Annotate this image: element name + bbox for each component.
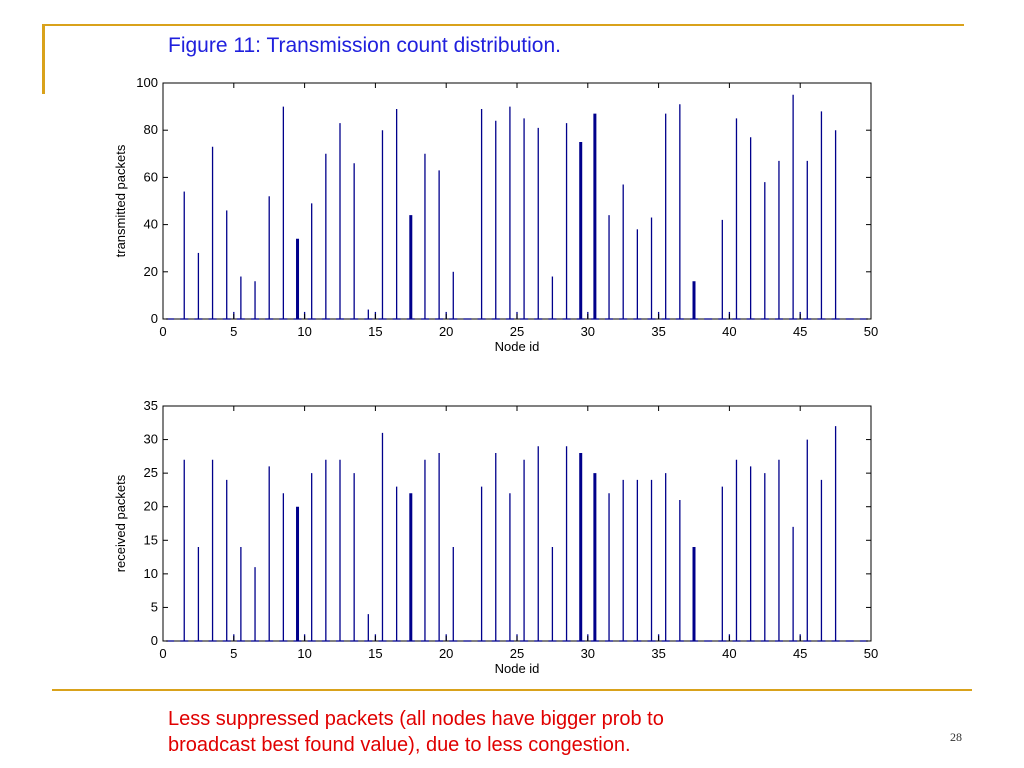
x-tick-label: 50: [864, 324, 878, 339]
x-tick-label: 15: [368, 646, 382, 661]
x-axis-label: Node id: [495, 661, 540, 676]
x-tick-label: 0: [159, 646, 166, 661]
y-tick-label: 0: [151, 633, 158, 648]
x-tick-label: 35: [651, 324, 665, 339]
x-tick-label: 5: [230, 646, 237, 661]
caption-line-2: broadcast best found value), due to less…: [168, 734, 631, 756]
y-tick-label: 25: [144, 465, 158, 480]
received-count-chart: 0 5 10 15 20 25 30 35 40 45 50 0 5 10 15 20 25 30 35 Node i…: [0, 394, 900, 694]
page-number: 28: [950, 730, 962, 744]
x-tick-label: 25: [510, 324, 524, 339]
y-tick-label: 5: [151, 599, 158, 614]
x-tick-label: 20: [439, 324, 453, 339]
x-tick-label: 50: [864, 646, 878, 661]
caption-line-1: Less suppressed packets (all nodes have …: [168, 708, 664, 730]
x-tick-label: 30: [581, 646, 595, 661]
top-accent-line: [42, 24, 964, 26]
bottom-accent-line: [52, 689, 972, 691]
left-accent-bar: [42, 24, 45, 94]
x-tick-label: 35: [651, 646, 665, 661]
x-tick-label: 30: [581, 324, 595, 339]
y-tick-label: 0: [151, 311, 158, 326]
x-axis-label: Node id: [495, 339, 540, 354]
y-tick-label: 10: [144, 566, 158, 581]
y-axis-label: transmitted packets: [113, 144, 128, 257]
x-tick-label: 45: [793, 324, 807, 339]
y-tick-label: 20: [144, 499, 158, 514]
y-tick-label: 20: [144, 264, 158, 279]
y-tick-label: 60: [144, 169, 158, 184]
transmission-count-svg: 0 5 10 15 20 25 30 35 40 45 50 0 20 40 60 80 100 Node id t…: [113, 75, 878, 354]
y-tick-label: 15: [144, 532, 158, 547]
y-tick-label: 35: [144, 398, 158, 413]
x-tick-label: 15: [368, 324, 382, 339]
transmission-count-chart: 0 5 10 15 20 25 30 35 40 45 50 0 20 40 60 80 100 Node id t…: [0, 70, 900, 370]
x-tick-label: 20: [439, 646, 453, 661]
y-tick-label: 100: [136, 75, 158, 90]
y-tick-label: 80: [144, 122, 158, 137]
y-axis-label: received packets: [113, 474, 128, 572]
x-tick-label: 10: [297, 324, 311, 339]
y-tick-label: 30: [144, 432, 158, 447]
x-tick-label: 45: [793, 646, 807, 661]
x-tick-label: 25: [510, 646, 524, 661]
slide-caption: Less suppressed packets (all nodes have …: [168, 706, 888, 758]
x-tick-label: 10: [297, 646, 311, 661]
y-tick-label: 40: [144, 217, 158, 232]
x-tick-label: 0: [159, 324, 166, 339]
x-tick-label: 40: [722, 646, 736, 661]
bar-series: [183, 94, 837, 319]
x-tick-label: 40: [722, 324, 736, 339]
bar-series: [183, 426, 837, 641]
x-tick-label: 5: [230, 324, 237, 339]
received-count-svg: 0 5 10 15 20 25 30 35 40 45 50 0 5 10 15 20 25 30 35 Node i…: [113, 398, 878, 676]
slide-title: Figure 11: Transmission count distributi…: [168, 34, 561, 57]
